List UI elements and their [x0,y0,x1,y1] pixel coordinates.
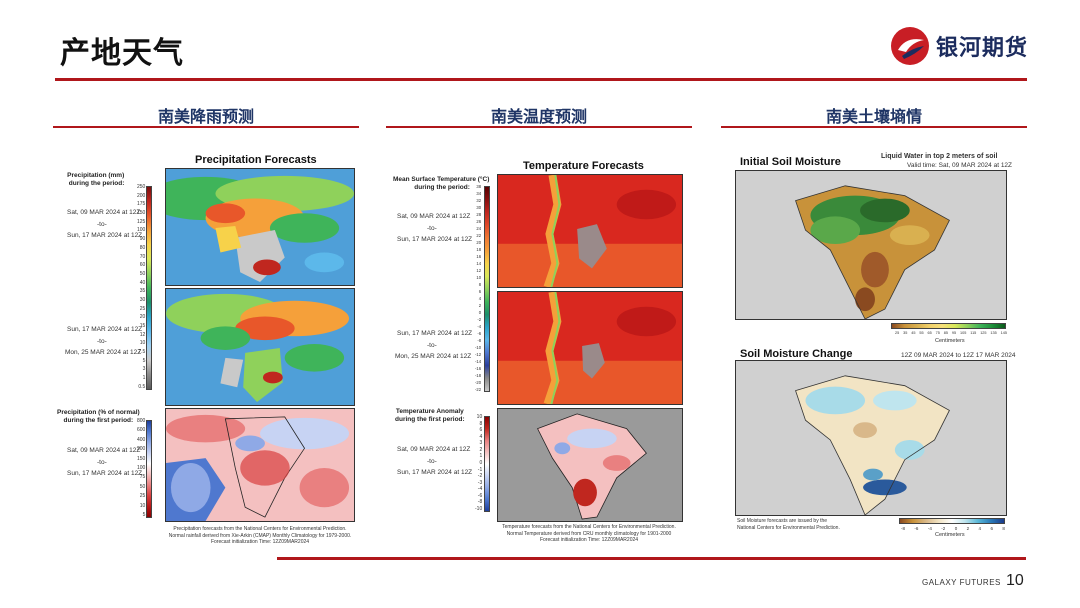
section-divider-temp [386,126,692,128]
soil-initial-unit: Centimeters [935,338,965,344]
temp-period3-start: Sat, 09 MAR 2024 at 12Z [397,446,471,453]
company-logo: 银河期货 [890,26,1028,66]
temp-period2-to: -to- [427,342,437,349]
soil-change-title: Soil Moisture Change [740,348,853,360]
temp-period1-to: -to- [427,225,437,232]
section-title-temp: 南美温度预测 [490,107,587,126]
precip-period2-start: Sun, 17 MAR 2024 at 12Z [67,326,143,333]
precip-colorbar [146,186,152,390]
soil-change-ticks: -8 -6 -4 -2 0 2 4 6 8 [901,526,1005,531]
soil-initial-colorbar [891,323,1006,329]
temp-footnote: Temperature forecasts from the National … [502,524,676,543]
precip-period3-to: -to- [97,459,107,466]
precip-period1-start: Sat, 09 MAR 2024 at 12Z [67,209,141,216]
temp-colorbar [484,186,490,392]
footer-divider [277,557,1026,560]
soil-panel: Initial Soil Moisture Liquid Water in to… [731,148,1031,548]
section-divider-soil [721,126,1027,128]
precip-anomaly-colorbar [146,420,152,518]
precip-chart-title: Precipitation Forecasts [195,154,317,166]
soil-initial-ticks: 25 35 45 55 65 75 85 95 105 115 125 135 145 [895,331,1007,335]
temp-period2-start: Sun, 17 MAR 2024 at 12Z [397,330,473,337]
precip-legend-label-1: Precipitation (mm) during the period: [67,172,125,187]
precip-period1-to: -to- [97,221,107,228]
logo-text: 银河期货 [935,36,1028,61]
footer-brand: GALAXY FUTURES [922,578,1001,587]
temp-legend-label-2: Temperature Anomaly during the first per… [395,408,465,423]
temp-period1-start: Sat, 09 MAR 2024 at 12Z [397,213,471,220]
page-number: 10 [1006,572,1024,589]
precip-map-week1 [165,168,355,286]
header-divider [55,78,1027,81]
soil-change-unit: Centimeters [935,532,965,538]
precip-period3-start: Sat, 09 MAR 2024 at 12Z [67,447,141,454]
precip-anomaly-ticks: 800 600 400 200 150 100 75 50 25 10 5 [137,418,146,518]
soil-change-valid-time: 12Z 09 MAR 2024 to 12Z 17 MAR 2024 [901,352,1016,359]
temp-colorbar-ticks: 38 34 32 30 28 26 24 22 20 18 16 14 12 10 8 6 4 2 0 -2 -4 -6-… [475,184,482,392]
precip-period1-end: Sun, 17 MAR 2024 at 12Z [67,232,143,239]
soil-change-map [735,360,1007,516]
soil-initial-subtitle: Liquid Water in top 2 meters of soil [881,153,998,160]
soil-initial-valid-time: Valid time: Sat, 09 MAR 2024 at 12Z [907,162,1013,169]
precipitation-panel: Precipitation Forecasts Precipitation (m… [55,148,365,548]
temp-chart-title: Temperature Forecasts [523,160,644,172]
temp-period2-end: Mon, 25 MAR 2024 at 12Z [395,353,472,360]
section-title-soil: 南美土壤墒情 [825,107,922,126]
precip-map-week2 [165,288,355,406]
temp-legend-label-1: Mean Surface Temperature (°C) during the… [393,176,490,191]
temp-anomaly-ticks: 10 8 6 4 3 2 1 0 -1 -2 -3 -4 -6 -8 -10 [475,414,483,512]
soil-change-colorbar [899,518,1005,524]
soil-initial-map [735,170,1007,320]
precip-colorbar-ticks: 250 200 175 150 125 100 90 80 70 60 50 40 35 30 25 20 15… [137,184,146,390]
temp-period1-end: Sun, 17 MAR 2024 at 12Z [397,236,473,243]
section-divider-rain [53,126,359,128]
section-title-rain: 南美降雨预测 [157,107,254,126]
temp-anomaly-map [497,408,683,522]
temp-period3-end: Sun, 17 MAR 2024 at 12Z [397,469,473,476]
precip-period3-end: Sun, 17 MAR 2024 at 12Z [67,470,143,477]
precip-anomaly-map [165,408,355,522]
precip-period2-end: Mon, 25 MAR 2024 at 12Z [65,349,142,356]
precip-legend-label-2: Precipitation (% of normal) during the f… [57,409,140,424]
precip-period2-to: -to- [97,338,107,345]
page-title: 产地天气 [60,36,184,71]
soil-footnote: Soil Moisture forecasts are issued by th… [737,518,840,531]
temp-period3-to: -to- [427,458,437,465]
galaxy-logo-icon [890,27,929,65]
precip-footnote: Precipitation forecasts from the Nationa… [168,526,352,545]
temp-map-week2 [497,291,683,405]
temp-map-week1 [497,174,683,288]
temperature-panel: Temperature Forecasts Mean Surface Tempe… [387,148,697,548]
temp-anomaly-colorbar [484,416,490,512]
soil-initial-title: Initial Soil Moisture [740,156,841,168]
